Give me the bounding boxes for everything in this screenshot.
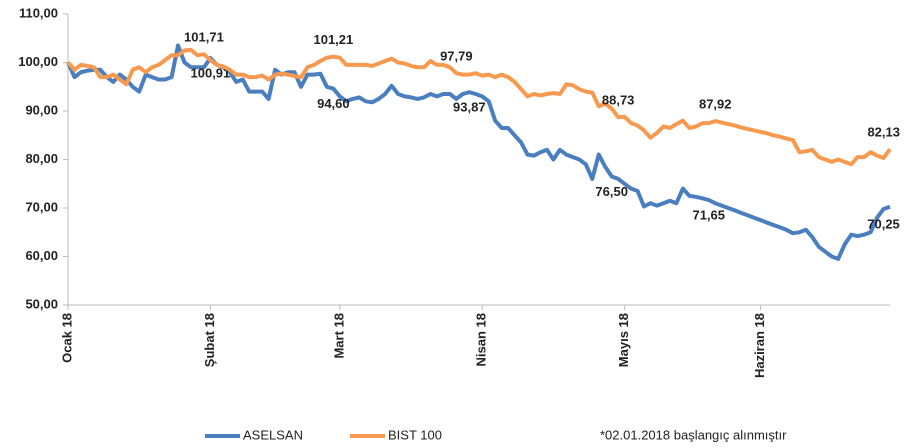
- x-tick-label: Mart 18: [331, 313, 346, 359]
- y-tick-label: 90,00: [25, 102, 58, 117]
- data-label: 100,91: [191, 66, 231, 81]
- y-tick-label: 50,00: [25, 296, 58, 311]
- y-tick-label: 100,00: [18, 54, 58, 69]
- x-tick-label: Ocak 18: [59, 313, 74, 363]
- x-tick-label: Mayıs 18: [616, 313, 631, 367]
- y-tick-label: 80,00: [25, 151, 58, 166]
- data-label: 76,50: [595, 184, 628, 199]
- data-label: 94,60: [317, 96, 350, 111]
- data-label: 97,79: [440, 49, 473, 64]
- data-label: 88,73: [602, 93, 635, 108]
- data-label: 93,87: [453, 100, 486, 115]
- series-line: [66, 47, 892, 167]
- data-label: 101,21: [313, 32, 353, 47]
- data-label: 71,65: [692, 207, 725, 222]
- data-label: 87,92: [699, 97, 732, 112]
- data-label: 101,71: [184, 30, 224, 45]
- note: *02.01.2018 başlangıç alınmıştır: [600, 427, 787, 442]
- legend-label: ASELSAN: [243, 427, 303, 442]
- data-label: 82,13: [867, 125, 900, 140]
- y-tick-label: 60,00: [25, 248, 58, 263]
- y-tick-label: 110,00: [19, 5, 58, 20]
- x-tick-label: Nisan 18: [474, 313, 489, 366]
- data-label: 70,25: [867, 216, 900, 231]
- series-line: [66, 43, 891, 261]
- x-tick-label: Şubat 18: [202, 313, 217, 367]
- x-tick-label: Haziran 18: [752, 313, 767, 378]
- y-tick-label: 70,00: [25, 199, 58, 214]
- legend-label: BIST 100: [388, 427, 442, 442]
